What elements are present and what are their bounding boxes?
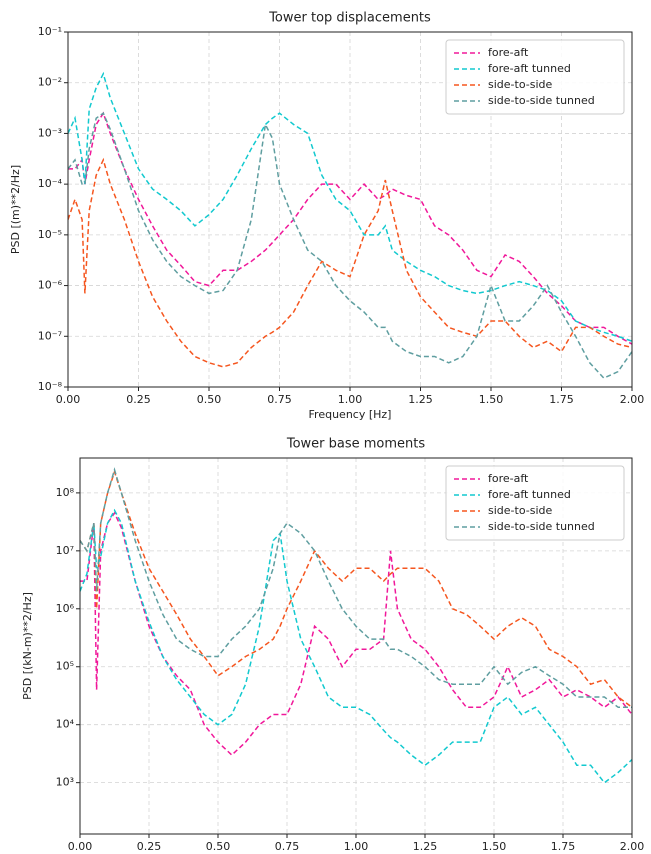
x-tick-label: 0.50 <box>206 840 231 853</box>
x-tick-label: 1.25 <box>413 840 438 853</box>
x-tick-label: 1.50 <box>479 393 504 406</box>
x-tick-label: 2.00 <box>620 840 645 853</box>
y-tick-label: 10³ <box>56 776 74 789</box>
series-line <box>68 157 632 368</box>
legend-label: side-to-side tunned <box>488 520 595 533</box>
plot-area <box>80 467 632 784</box>
series-line <box>80 508 632 784</box>
axes-frame <box>79 457 633 835</box>
legend-label: fore-aft tunned <box>488 488 571 501</box>
chart-title: Tower top displacements <box>268 11 431 26</box>
x-tick-label: 1.00 <box>338 393 363 406</box>
y-tick-label: 10⁻⁵ <box>38 228 62 241</box>
x-tick-label: 2.00 <box>620 393 645 406</box>
y-tick-label: 10⁵ <box>56 660 74 673</box>
axes-frame <box>67 31 633 388</box>
x-tick-label: 0.25 <box>137 840 162 853</box>
legend-label: side-to-side tunned <box>488 94 595 107</box>
y-axis-label: PSD [(m)**2/Hz] <box>9 165 22 254</box>
x-tick-label: 1.75 <box>549 393 574 406</box>
y-tick-label: 10⁻⁸ <box>38 380 63 393</box>
series-line <box>68 112 632 380</box>
y-tick-label: 10⁻⁷ <box>38 329 62 342</box>
legend-label: fore-aft <box>488 472 529 485</box>
y-tick-label: 10⁻³ <box>38 126 62 139</box>
x-tick-label: 0.50 <box>197 393 222 406</box>
series-line <box>68 71 632 342</box>
x-tick-label: 1.75 <box>551 840 576 853</box>
y-tick-label: 10⁸ <box>56 486 75 499</box>
legend-box <box>445 39 625 115</box>
x-tick-label: 0.25 <box>126 393 151 406</box>
legend-label: fore-aft tunned <box>488 62 571 75</box>
legend-label: fore-aft <box>488 46 529 59</box>
x-tick-label: 0.75 <box>267 393 292 406</box>
plot-area <box>68 71 632 380</box>
x-tick-label: 0.00 <box>56 393 81 406</box>
chart-title: Tower base moments <box>286 437 426 452</box>
y-tick-label: 10⁶ <box>56 602 75 615</box>
x-tick-label: 0.00 <box>68 840 93 853</box>
y-tick-label: 10⁻⁶ <box>38 279 63 292</box>
x-tick-label: 0.75 <box>275 840 300 853</box>
y-tick-label: 10⁻¹ <box>38 25 62 38</box>
x-tick-label: 1.25 <box>408 393 433 406</box>
y-axis-label: PSD [(kN-m)**2/Hz] <box>21 592 34 700</box>
x-tick-label: 1.50 <box>482 840 507 853</box>
series-line <box>80 467 632 709</box>
y-tick-label: 10⁴ <box>56 718 75 731</box>
x-axis-label: Frequency [Hz] <box>309 408 392 421</box>
legend-box <box>445 465 625 541</box>
y-tick-label: 10⁷ <box>56 544 74 557</box>
legend-label: side-to-side <box>488 504 552 517</box>
legend-label: side-to-side <box>488 78 552 91</box>
series-line <box>80 469 632 708</box>
y-tick-label: 10⁻² <box>38 76 62 89</box>
y-tick-label: 10⁻⁴ <box>38 177 63 190</box>
x-tick-label: 1.00 <box>344 840 369 853</box>
